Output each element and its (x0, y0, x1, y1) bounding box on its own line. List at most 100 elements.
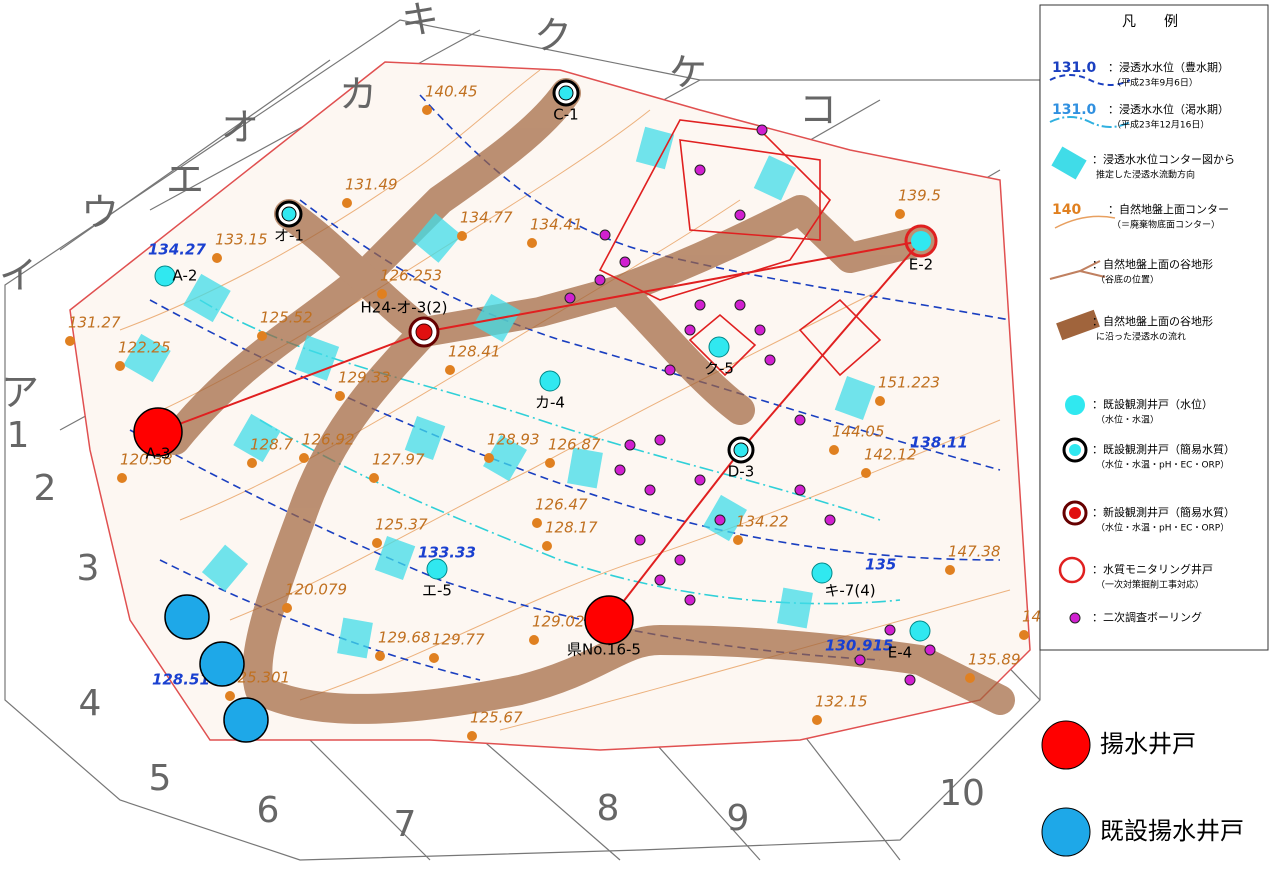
existing-pump-well (199, 641, 245, 687)
observation-well (539, 370, 561, 392)
ground-point (225, 691, 235, 701)
ground-level-label: 125.52 (260, 309, 313, 327)
legend-text: ：水質モニタリング井戸 (1092, 562, 1213, 576)
legend-boring (1069, 612, 1081, 624)
legend-text: ：自然地盤上面の谷地形 (1092, 314, 1213, 328)
ground-point (467, 731, 477, 741)
pump-well (133, 407, 183, 457)
grid-number: 1 (7, 415, 30, 456)
legend-text: ：自然地盤上面の谷地形 (1092, 257, 1213, 271)
legend-subtext: （水位・水温・pH・EC・ORP） (1096, 459, 1229, 471)
boring-point (756, 124, 768, 136)
boring-point (794, 484, 806, 496)
boring-point (634, 534, 646, 546)
legend-subtext: （谷底の位置） (1096, 274, 1159, 286)
legend-new-core (1069, 507, 1081, 519)
ground-level-label: 131.27 (68, 314, 121, 332)
grid-number: 10 (939, 773, 985, 814)
water-level-label: 135 (865, 556, 896, 574)
ground-point (369, 473, 379, 483)
water-level-label: 134.27 (148, 241, 206, 259)
boring-point (614, 464, 626, 476)
quality-well-core (733, 442, 749, 458)
legend-flow (1056, 309, 1100, 341)
boring-point (884, 624, 896, 636)
ground-point (299, 453, 309, 463)
legend-text: ：浸透水水位（豊水期） (1108, 60, 1229, 74)
well-label: A-2 (173, 267, 198, 285)
ground-level-label: 142.12 (864, 446, 917, 464)
legend-line (1049, 74, 1131, 86)
ground-level-label: 128.7 (250, 436, 293, 454)
boring-point (694, 299, 706, 311)
pump-legend-red (1041, 720, 1091, 770)
ground-point (1019, 630, 1029, 640)
grid-number: 6 (257, 790, 280, 831)
legend-subtext: に沿った浸透水の流れ (1096, 331, 1186, 343)
grid-number: 2 (34, 468, 57, 509)
well-label: カ-4 (535, 394, 565, 412)
grid-letter: キ (401, 0, 439, 42)
new-well-core (415, 323, 433, 341)
ground-level-label: 144.05 (832, 423, 885, 441)
existing-pump-well (164, 594, 210, 640)
legend-text: ：新設観測井戸（簡易水質） (1092, 505, 1235, 519)
grid-letter: ケ (669, 51, 707, 95)
ground-level-label: 134.22 (736, 513, 789, 531)
water-level-label: 133.33 (418, 544, 476, 562)
boring-point (734, 209, 746, 221)
pump-legend-text: 揚水井戸 (1100, 730, 1196, 758)
pump-legend-text: 既設揚水井戸 (1100, 817, 1244, 845)
ground-point (812, 715, 822, 725)
well-label: A-3 (146, 445, 171, 463)
ground-level-label: 125.301 (228, 669, 290, 687)
boring-point (854, 654, 866, 666)
legend-valley (1049, 260, 1106, 280)
ground-point (457, 231, 467, 241)
well-links (157, 240, 922, 621)
ground-level-label: 125.67 (470, 709, 523, 727)
ground-level-label: 128.41 (448, 343, 501, 361)
ground-level-label: 129.33 (338, 369, 391, 387)
well-label: E-2 (909, 256, 933, 274)
legend-subtext: （一次対策掘削工事対応） (1096, 579, 1204, 591)
legend-symbol: 131.0 (1052, 102, 1097, 118)
well-label: D-3 (728, 463, 755, 481)
monitoring-well-core (911, 231, 931, 251)
legend-subtext: （平成23年9月6日） (1112, 77, 1198, 89)
ground-point (65, 336, 75, 346)
water-level-label: 130.915 (825, 637, 893, 655)
grid-letter: オ (221, 106, 259, 150)
legend-text: ：既設観測井戸（水位） (1092, 397, 1213, 411)
well-label: H24-オ-3(2) (361, 299, 448, 317)
valley-flow (160, 78, 1015, 724)
quality-well-core (281, 206, 297, 222)
ground-point (422, 105, 432, 115)
grid-number: 4 (79, 683, 102, 724)
ground-level-label: 126.253 (380, 267, 442, 285)
ground-level-label: 134.41 (530, 216, 583, 234)
ground-level-label: 132.15 (815, 693, 868, 711)
legend-text: ：浸透水水位（渇水期） (1108, 102, 1229, 116)
boring-point (904, 674, 916, 686)
grid-number: 5 (149, 758, 172, 799)
ground-level-label: 127.97 (372, 451, 425, 469)
ground-point (257, 331, 267, 341)
ground-point (445, 365, 455, 375)
legend-line (1049, 116, 1131, 128)
boring-point (654, 434, 666, 446)
ground-point (532, 518, 542, 528)
well-label: ク-5 (704, 360, 734, 378)
boring-point (714, 514, 726, 526)
ground-point (282, 603, 292, 613)
grid-number: 3 (77, 548, 100, 589)
boring-point (644, 484, 656, 496)
ground-point (117, 473, 127, 483)
grid-letter: コ (799, 88, 837, 132)
observation-well (154, 265, 176, 287)
ground-level-label: 151.223 (878, 374, 940, 392)
well-label: 県No.16-5 (567, 641, 641, 659)
ground-level-label: 133.15 (215, 231, 268, 249)
